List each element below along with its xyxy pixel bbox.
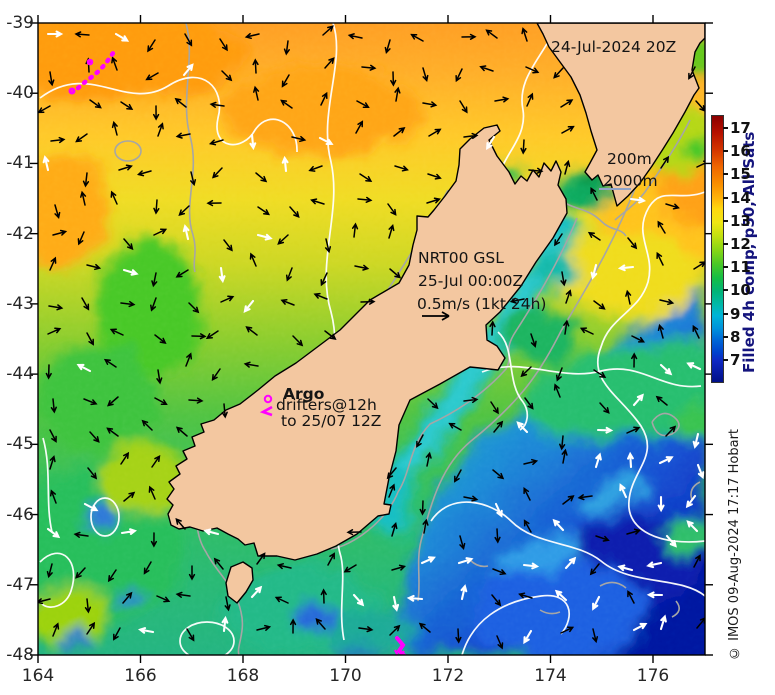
y-axis-tick-label: -43 [6,293,34,314]
colorbar-tick-label: 16 [730,142,751,161]
north-island [536,23,705,207]
colorbar-tick-label: 8 [730,327,741,346]
y-axis-tick-label: -40 [6,83,34,104]
x-axis-tick-label: 172 [431,666,465,686]
contour-label-200m: 200m [607,150,652,168]
x-axis-tick-label: 174 [534,666,567,686]
colorbar-tick-label: 10 [730,281,751,300]
argo-float-marker [263,394,273,404]
y-axis-tick-label: -48 [6,645,34,665]
south-island [166,124,568,561]
drifter-arrowhead [259,405,273,417]
y-axis-tick-label: -41 [6,153,34,174]
argo-label: Argo [283,385,325,403]
vector-arrows-black [38,25,705,650]
vector-arrows-white [42,30,705,645]
copyright-text: © IMOS 09-Aug-2024 17:17 Hobart [727,428,742,660]
drifter-dot [68,87,76,95]
contour-label-2000m: 2000m [603,172,658,190]
x-axis-tick-label: 164 [21,666,55,686]
land-mask [166,23,705,604]
colorbar-tick-mark [723,266,728,269]
drifters-label-line2: to 25/07 12Z [281,412,382,430]
y-axis-tick-label: -42 [6,223,34,244]
axes-frame [30,15,713,663]
colorbar-tick-label: 12 [730,235,751,253]
colorbar-tick-label: 11 [730,258,751,277]
y-axis-tick-label: -46 [6,504,34,525]
model-annotation-line3: 0.5m/s (1kt 24h) [417,295,547,313]
colorbar-tick-mark [723,335,728,338]
colorbar-tick-label: 17 [730,119,751,137]
colorbar-tick-mark [723,196,728,199]
colorbar [711,115,724,383]
stewart-island [225,561,254,604]
colorbar-tick-label: 9 [730,304,741,323]
date-annotation: 24-Jul-2024 20Z [551,38,677,56]
drifter-tracks-magenta [68,46,407,655]
model-annotation-line1: NRT00 GSL [418,249,504,267]
x-axis-tick-label: 166 [124,666,157,686]
colorbar-tick-label: 7 [730,351,741,369]
current-vector-arrows [38,25,705,650]
y-axis-tick-label: -44 [6,364,34,385]
x-axis-tick-label: 176 [636,666,670,686]
colorbar-tick-mark [723,359,728,361]
colorbar-tick-mark [723,173,728,176]
x-axis-tick-label: 170 [329,666,362,686]
colorbar-tick-mark [723,243,728,245]
model-annotation-line2: 25-Jul 00:00Z [418,272,524,290]
y-axis-tick-label: -47 [6,574,34,595]
colorbar-tick-mark [723,150,728,153]
argo-track-northwest [75,46,119,91]
colorbar-tick-label: 14 [730,188,751,207]
colorbar-tick-mark [723,127,728,129]
colorbar-tick-mark [723,312,728,315]
drifter-dot [86,58,94,66]
x-axis-tick-label: 168 [226,666,260,686]
y-axis-tick-label: -39 [6,13,34,33]
colorbar-tick-mark [723,219,728,222]
drifters-label-line1: drifters@12h [276,396,377,414]
velocity-scale-arrow [422,311,450,321]
colorbar-tick-mark [723,289,728,292]
ssh-contours-white [39,23,705,655]
colorbar-tick-label: 15 [730,165,751,184]
colorbar-tick-label: 13 [730,211,751,230]
y-axis-tick-label: -45 [6,434,34,455]
contour-2000m-sample-line [599,188,631,190]
